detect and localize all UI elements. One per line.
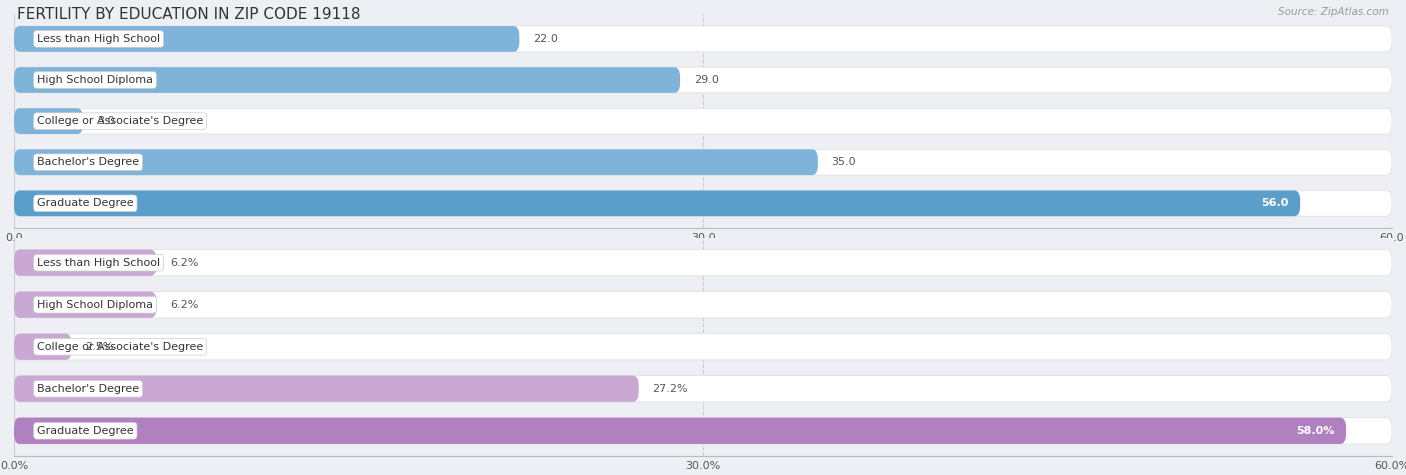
Text: College or Associate's Degree: College or Associate's Degree	[37, 116, 204, 126]
Text: Less than High School: Less than High School	[37, 34, 160, 44]
FancyBboxPatch shape	[14, 418, 1392, 444]
Text: High School Diploma: High School Diploma	[37, 75, 153, 85]
Text: 56.0: 56.0	[1261, 199, 1289, 209]
FancyBboxPatch shape	[14, 149, 1392, 175]
Text: 22.0: 22.0	[533, 34, 558, 44]
Text: 6.2%: 6.2%	[170, 300, 198, 310]
FancyBboxPatch shape	[14, 249, 1392, 276]
Text: Less than High School: Less than High School	[37, 258, 160, 268]
FancyBboxPatch shape	[14, 108, 83, 134]
FancyBboxPatch shape	[14, 108, 1392, 134]
Text: 2.5%: 2.5%	[86, 342, 114, 352]
FancyBboxPatch shape	[14, 249, 156, 276]
Text: 35.0: 35.0	[831, 157, 856, 167]
FancyBboxPatch shape	[14, 376, 1392, 402]
FancyBboxPatch shape	[14, 376, 638, 402]
Text: 3.0: 3.0	[97, 116, 114, 126]
Text: 58.0%: 58.0%	[1296, 426, 1334, 436]
FancyBboxPatch shape	[14, 149, 818, 175]
Text: 6.2%: 6.2%	[170, 258, 198, 268]
Text: College or Associate's Degree: College or Associate's Degree	[37, 342, 204, 352]
FancyBboxPatch shape	[14, 333, 72, 360]
FancyBboxPatch shape	[14, 190, 1301, 216]
Text: Bachelor's Degree: Bachelor's Degree	[37, 157, 139, 167]
Text: 27.2%: 27.2%	[652, 384, 688, 394]
FancyBboxPatch shape	[14, 333, 1392, 360]
FancyBboxPatch shape	[14, 292, 1392, 318]
FancyBboxPatch shape	[14, 418, 1346, 444]
FancyBboxPatch shape	[14, 26, 519, 52]
Text: Graduate Degree: Graduate Degree	[37, 426, 134, 436]
Text: Graduate Degree: Graduate Degree	[37, 199, 134, 209]
FancyBboxPatch shape	[14, 67, 681, 93]
FancyBboxPatch shape	[14, 190, 1392, 216]
Text: Bachelor's Degree: Bachelor's Degree	[37, 384, 139, 394]
FancyBboxPatch shape	[14, 26, 1392, 52]
FancyBboxPatch shape	[14, 67, 1392, 93]
Text: 29.0: 29.0	[693, 75, 718, 85]
FancyBboxPatch shape	[14, 292, 156, 318]
Text: High School Diploma: High School Diploma	[37, 300, 153, 310]
Text: Source: ZipAtlas.com: Source: ZipAtlas.com	[1278, 7, 1389, 17]
Text: FERTILITY BY EDUCATION IN ZIP CODE 19118: FERTILITY BY EDUCATION IN ZIP CODE 19118	[17, 7, 360, 22]
